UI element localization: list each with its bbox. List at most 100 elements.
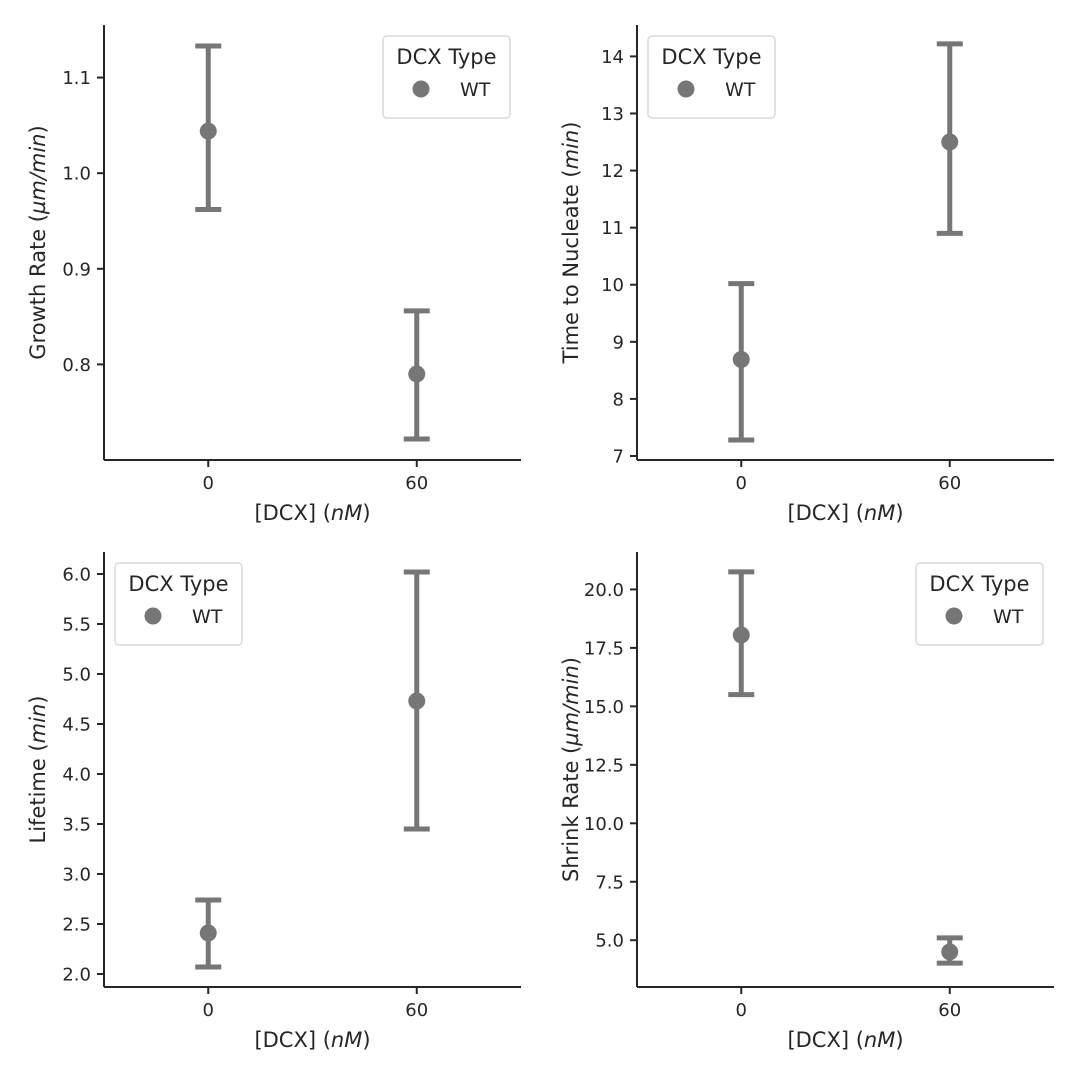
x-axis-label: [DCX] (nM)	[787, 501, 903, 525]
y-tick-label: 5.0	[595, 931, 624, 952]
x-axis-label-text: [DCX]	[254, 501, 316, 525]
y-tick-label: 3.5	[62, 815, 91, 836]
legend: DCX Type WT	[382, 35, 511, 119]
data-point	[408, 365, 426, 383]
y-axis-label-unit: µm/min	[26, 133, 50, 215]
y-axis-label-text: Growth Rate	[26, 229, 50, 360]
y-axis-label-text: Time to Nucleate	[559, 184, 583, 364]
y-tick-label: 5.0	[62, 665, 91, 686]
y-axis-label-text: Shrink Rate	[559, 761, 583, 882]
lifetime-panel: 2.02.53.03.54.04.55.05.56.00 60[DCX] (nM)…	[26, 552, 521, 1052]
legend-frame	[915, 562, 1044, 646]
data-point	[408, 692, 426, 710]
y-tick-label: 11	[601, 218, 624, 239]
data-point	[941, 943, 959, 961]
y-tick-label: 20.0	[584, 580, 624, 601]
y-tick-label: 15.0	[584, 697, 624, 718]
legend-marker	[677, 80, 695, 98]
x-axis-label-paren-open: (	[316, 501, 331, 525]
x-axis-label-unit: nM	[864, 1028, 895, 1052]
y-tick-label: 9	[613, 332, 624, 353]
x-axis-label-text: [DCX]	[787, 1028, 849, 1052]
legend-entry: WT	[725, 79, 756, 101]
y-tick-label: 4.0	[62, 765, 91, 786]
y-axis-label-paren-open: (	[559, 746, 583, 761]
legend: DCX Type WT	[915, 562, 1044, 646]
y-tick-label: 12.5	[584, 755, 624, 776]
y-axis-label-paren-close: )	[26, 125, 50, 133]
legend-entry: WT	[993, 606, 1024, 628]
legend-title: DCX Type	[396, 45, 496, 69]
x-axis-label-paren-open: (	[316, 1028, 331, 1052]
y-axis-label: Shrink Rate (µm/min)	[559, 657, 583, 882]
legend-entry: WT	[460, 79, 491, 101]
growth-rate-panel: 0.80.91.01.10 60[DCX] (nM)Growth Rate (µm…	[26, 25, 521, 525]
y-axis-label-unit: min	[559, 130, 583, 170]
y-tick-label: 17.5	[584, 638, 624, 659]
data-point	[199, 924, 217, 942]
x-axis-label-paren-open: (	[849, 501, 864, 525]
legend-entry: WT	[192, 606, 223, 628]
x-axis-label-text: [DCX]	[254, 1028, 316, 1052]
x-tick-label: 0	[736, 473, 747, 494]
y-tick-label: 4.5	[62, 715, 91, 736]
x-axis-label-unit: nM	[864, 501, 895, 525]
data-point	[732, 351, 750, 369]
y-axis-label-paren-open: (	[26, 214, 50, 229]
y-axis-label: Time to Nucleate (min)	[559, 122, 583, 365]
x-tick-label: 0	[203, 1000, 214, 1021]
legend-title: DCX Type	[128, 572, 228, 596]
legend-title: DCX Type	[929, 572, 1029, 596]
x-axis-label: [DCX] (nM)	[254, 1028, 370, 1052]
y-tick-label: 1.1	[62, 68, 91, 89]
x-tick-label: 0	[203, 473, 214, 494]
y-tick-label: 12	[601, 161, 624, 182]
x-axis-label: [DCX] (nM)	[787, 1028, 903, 1052]
x-axis-label-paren-close: )	[362, 1028, 370, 1052]
y-tick-label: 10	[601, 275, 624, 296]
x-tick-label: 0	[736, 1000, 747, 1021]
x-axis-label-text: [DCX]	[787, 501, 849, 525]
x-tick-label: 60	[405, 473, 428, 494]
y-tick-label: 1.0	[62, 164, 91, 185]
y-axis-label-paren-open: (	[559, 169, 583, 184]
x-tick-label: 60	[405, 1000, 428, 1021]
y-axis-label: Growth Rate (µm/min)	[26, 125, 50, 359]
shrink-rate-panel: 5.0 7.5 10.0 12.5 15.0 17.5 20.0 0 60 [DCX] (nM) S…	[559, 552, 1054, 1052]
x-axis-label-paren-close: )	[895, 501, 903, 525]
data-point	[732, 626, 750, 644]
y-tick-label: 6.0	[62, 565, 91, 586]
data-point	[941, 133, 959, 151]
x-axis-label-unit: nM	[331, 501, 362, 525]
y-tick-label: 0.9	[62, 259, 91, 280]
legend: DCX Type WT	[114, 562, 243, 646]
y-axis-label-paren-open: (	[26, 743, 50, 758]
y-tick-label: 14	[601, 47, 624, 68]
x-axis-label-paren-open: (	[849, 1028, 864, 1052]
y-tick-label: 10.0	[584, 814, 624, 835]
x-tick-label: 60	[938, 1000, 961, 1021]
legend-frame	[114, 562, 243, 646]
y-tick-label: 2.0	[62, 965, 91, 986]
y-tick-label: 2.5	[62, 915, 91, 936]
data-point	[199, 122, 217, 140]
y-axis-label-paren-close: )	[559, 122, 583, 130]
y-tick-label: 13	[601, 104, 624, 125]
legend-title: DCX Type	[661, 45, 761, 69]
y-axis-label-paren-close: )	[26, 696, 50, 704]
y-tick-label: 7.5	[595, 872, 624, 893]
legend: DCX Type WT	[647, 35, 776, 119]
legend-frame	[647, 35, 776, 119]
legend-frame	[382, 35, 511, 119]
y-tick-label: 5.5	[62, 615, 91, 636]
legend-marker	[144, 607, 162, 625]
y-tick-label: 8	[613, 389, 624, 410]
y-tick-label: 0.8	[62, 355, 91, 376]
x-axis-label-unit: nM	[331, 1028, 362, 1052]
y-tick-label: 3.0	[62, 865, 91, 886]
y-axis-label-text: Lifetime	[26, 758, 50, 843]
y-tick-label: 7	[613, 447, 624, 468]
x-tick-label: 60	[938, 473, 961, 494]
